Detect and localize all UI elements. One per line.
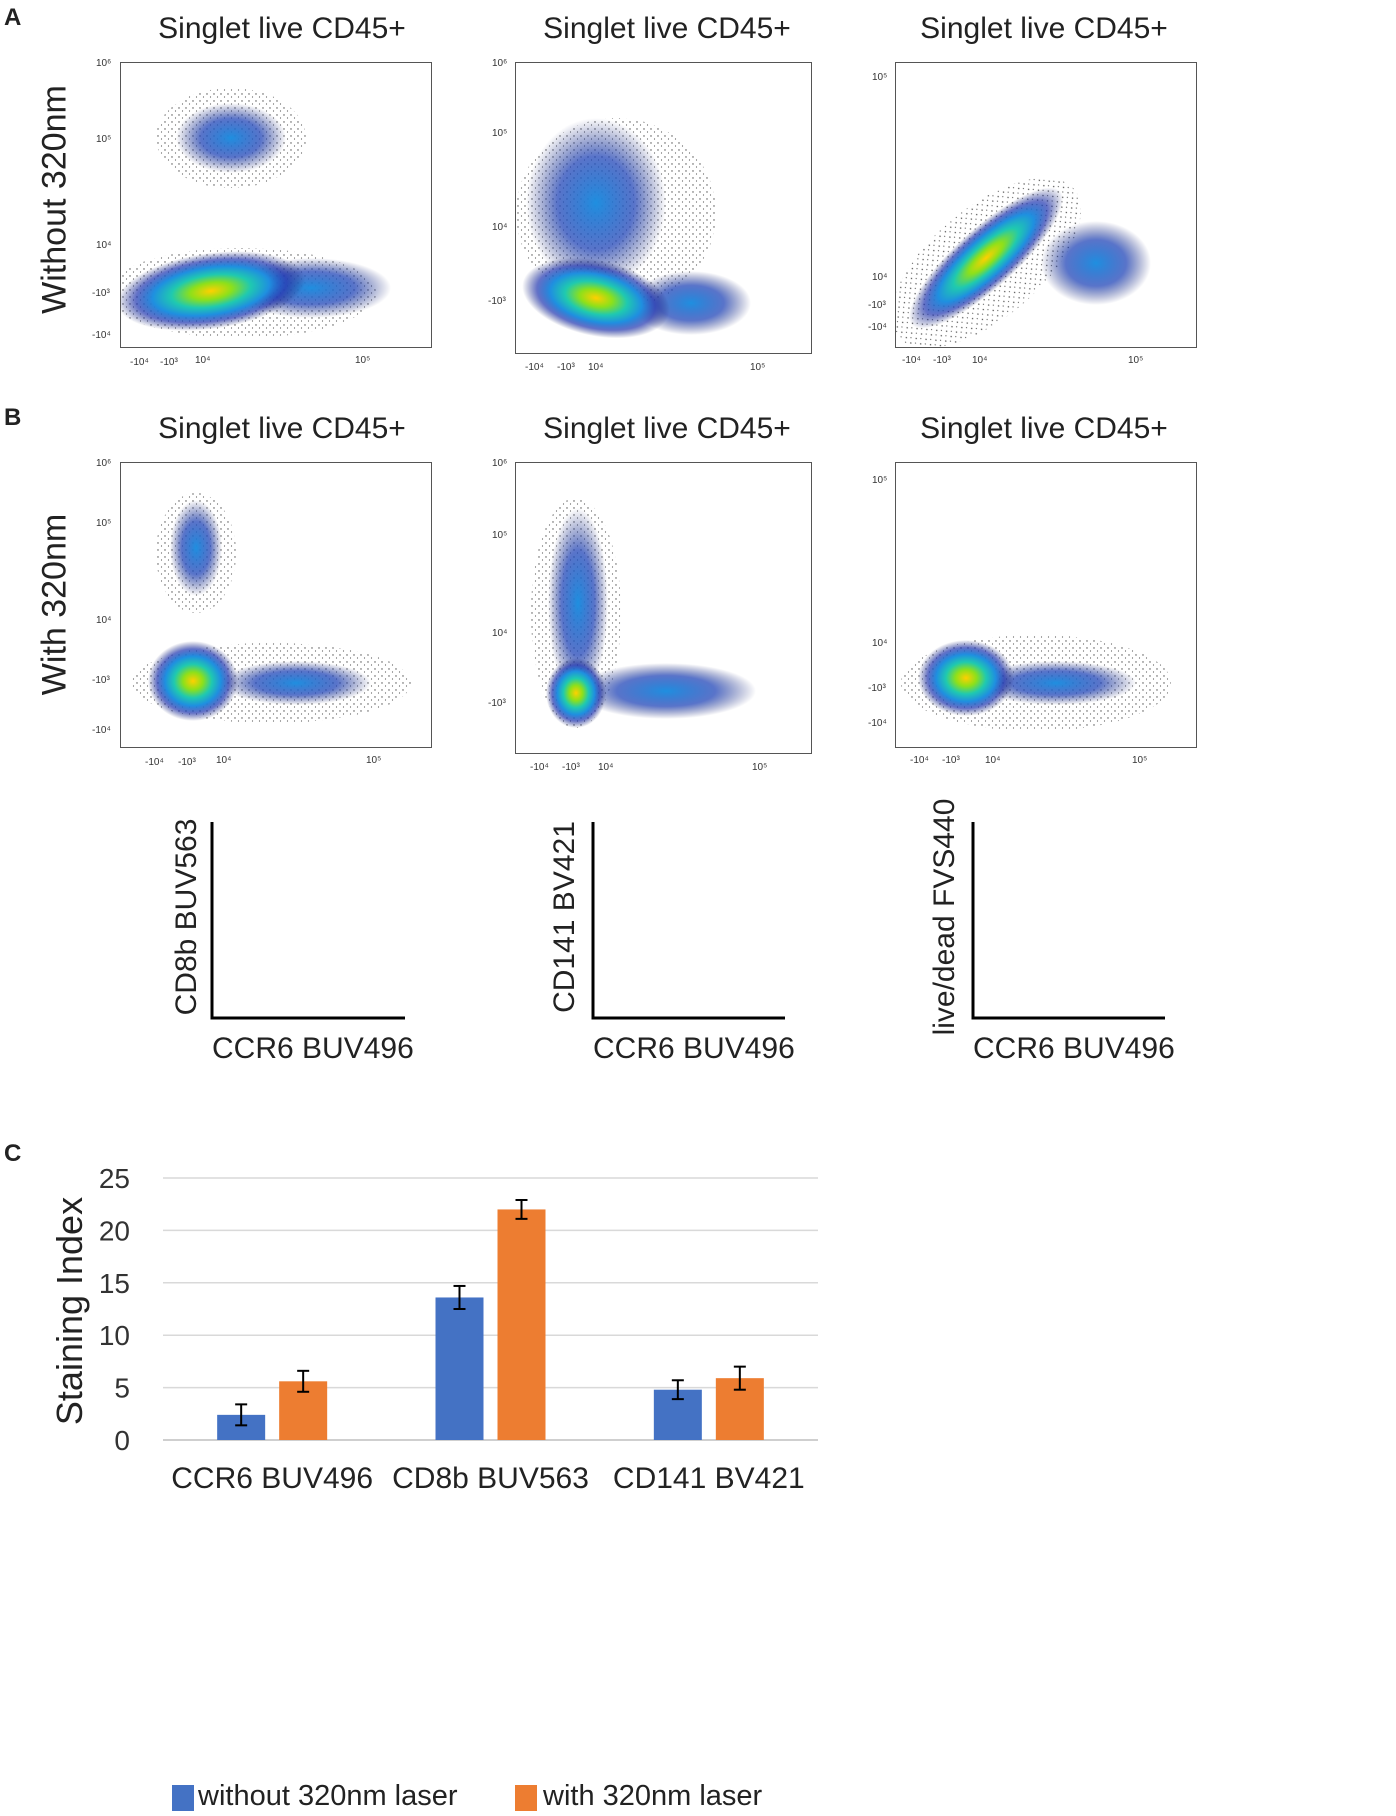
tick: 10⁴ bbox=[96, 615, 112, 626]
tick: 10⁴ bbox=[492, 222, 508, 233]
tick: -10³ bbox=[868, 683, 886, 694]
tick: 10⁴ bbox=[985, 755, 1001, 766]
y-tick-label: 0 bbox=[114, 1425, 130, 1456]
tick: -10³ bbox=[942, 755, 960, 766]
tick: 10⁴ bbox=[216, 755, 232, 766]
tick: 10⁶ bbox=[96, 58, 112, 69]
legend-swatch-without-laser bbox=[172, 1785, 194, 1811]
tick: -10³ bbox=[933, 355, 951, 366]
tick: 10⁵ bbox=[872, 72, 888, 83]
flow-density-b2 bbox=[531, 498, 756, 728]
tick: 10⁶ bbox=[96, 458, 112, 469]
tick: 10⁴ bbox=[588, 362, 604, 373]
tick: -10³ bbox=[92, 288, 110, 299]
tick: 10⁴ bbox=[972, 355, 988, 366]
tick: 10⁵ bbox=[1128, 355, 1144, 366]
panel-letter-a: A bbox=[4, 4, 22, 31]
flow-plot-b3 bbox=[895, 462, 1197, 748]
tick: 10⁵ bbox=[96, 518, 112, 529]
panel-letter-c: C bbox=[4, 1140, 22, 1167]
tick: 10⁵ bbox=[750, 362, 766, 373]
tick: -10³ bbox=[488, 698, 506, 709]
tick: 10⁵ bbox=[96, 134, 112, 145]
x-category-label: CCR6 BUV496 bbox=[171, 1462, 374, 1495]
axis-key-corner-2 bbox=[591, 822, 785, 1020]
flow-plot-b2 bbox=[515, 462, 812, 754]
tick: -10³ bbox=[92, 675, 110, 686]
x-category-label: CD8b BUV563 bbox=[392, 1462, 589, 1495]
axis-key-corner-1 bbox=[210, 822, 405, 1020]
flow-density-b1 bbox=[131, 493, 411, 723]
tick: 10⁵ bbox=[492, 128, 508, 139]
axis-key-corner-3 bbox=[971, 822, 1165, 1020]
flow-plot-a1 bbox=[106, 62, 432, 348]
tick: -10⁴ bbox=[92, 725, 111, 736]
legend-swatch-with-laser bbox=[515, 1785, 537, 1811]
flow-plot-a3 bbox=[891, 62, 1197, 349]
flow-plot-b1 bbox=[120, 462, 432, 748]
bar bbox=[497, 1209, 546, 1440]
tick: 10⁴ bbox=[96, 240, 112, 251]
bar bbox=[435, 1297, 484, 1440]
tick: 10⁶ bbox=[492, 58, 508, 69]
x-category-label: CD141 BV421 bbox=[612, 1462, 805, 1495]
tick: -10⁴ bbox=[130, 357, 149, 368]
tick: 10⁴ bbox=[872, 272, 888, 283]
plot-title-a1: Singlet live CD45+ bbox=[158, 12, 406, 45]
tick: 10⁵ bbox=[1132, 755, 1148, 766]
tick: -10³ bbox=[160, 357, 178, 368]
flow-density-a3 bbox=[891, 177, 1151, 349]
tick: -10³ bbox=[178, 757, 196, 768]
tick: -10³ bbox=[488, 296, 506, 307]
y-tick-label: 5 bbox=[114, 1373, 130, 1404]
tick: -10⁴ bbox=[902, 355, 921, 366]
tick: 10⁶ bbox=[492, 458, 508, 469]
tick: -10⁴ bbox=[145, 757, 164, 768]
tick: 10⁵ bbox=[355, 355, 371, 366]
tick: -10³ bbox=[868, 300, 886, 311]
plot-title-a3: Singlet live CD45+ bbox=[920, 12, 1168, 45]
tick: -10⁴ bbox=[92, 330, 111, 341]
y-tick-label: 15 bbox=[99, 1268, 130, 1299]
legend-label-with-laser: with 320nm laser bbox=[543, 1780, 763, 1812]
plot-title-a2: Singlet live CD45+ bbox=[543, 12, 791, 45]
tick: -10⁴ bbox=[868, 718, 887, 729]
y-tick-label: 25 bbox=[99, 1163, 130, 1194]
flow-density-a2 bbox=[516, 118, 751, 339]
flow-density-b3 bbox=[901, 635, 1171, 731]
tick: 10⁵ bbox=[366, 755, 382, 766]
legend-label-without-laser: without 320nm laser bbox=[198, 1780, 458, 1812]
tick: -10³ bbox=[562, 762, 580, 773]
plot-title-b1: Singlet live CD45+ bbox=[158, 412, 406, 445]
plot-title-b3: Singlet live CD45+ bbox=[920, 412, 1168, 445]
panel-letter-b: B bbox=[4, 404, 22, 431]
tick: -10⁴ bbox=[525, 362, 544, 373]
axis-key-x-label-2: CCR6 BUV496 bbox=[593, 1032, 795, 1065]
flow-plot-a2 bbox=[515, 62, 812, 354]
y-tick-label: 20 bbox=[99, 1215, 130, 1246]
tick: 10⁴ bbox=[492, 628, 508, 639]
tick: 10⁴ bbox=[195, 355, 211, 366]
plot-title-b2: Singlet live CD45+ bbox=[543, 412, 791, 445]
tick: -10³ bbox=[557, 362, 575, 373]
tick: -10⁴ bbox=[530, 762, 549, 773]
tick: 10⁴ bbox=[598, 762, 614, 773]
tick: 10⁵ bbox=[752, 762, 768, 773]
tick: 10⁴ bbox=[872, 638, 888, 649]
tick: -10⁴ bbox=[868, 322, 887, 333]
y-tick-label: 10 bbox=[99, 1320, 130, 1351]
tick: 10⁵ bbox=[872, 475, 888, 486]
flow-density-a1 bbox=[106, 88, 391, 338]
axis-key-x-label-1: CCR6 BUV496 bbox=[212, 1032, 414, 1065]
axis-key-x-label-3: CCR6 BUV496 bbox=[973, 1032, 1175, 1065]
tick: 10⁵ bbox=[492, 530, 508, 541]
tick: -10⁴ bbox=[910, 755, 929, 766]
